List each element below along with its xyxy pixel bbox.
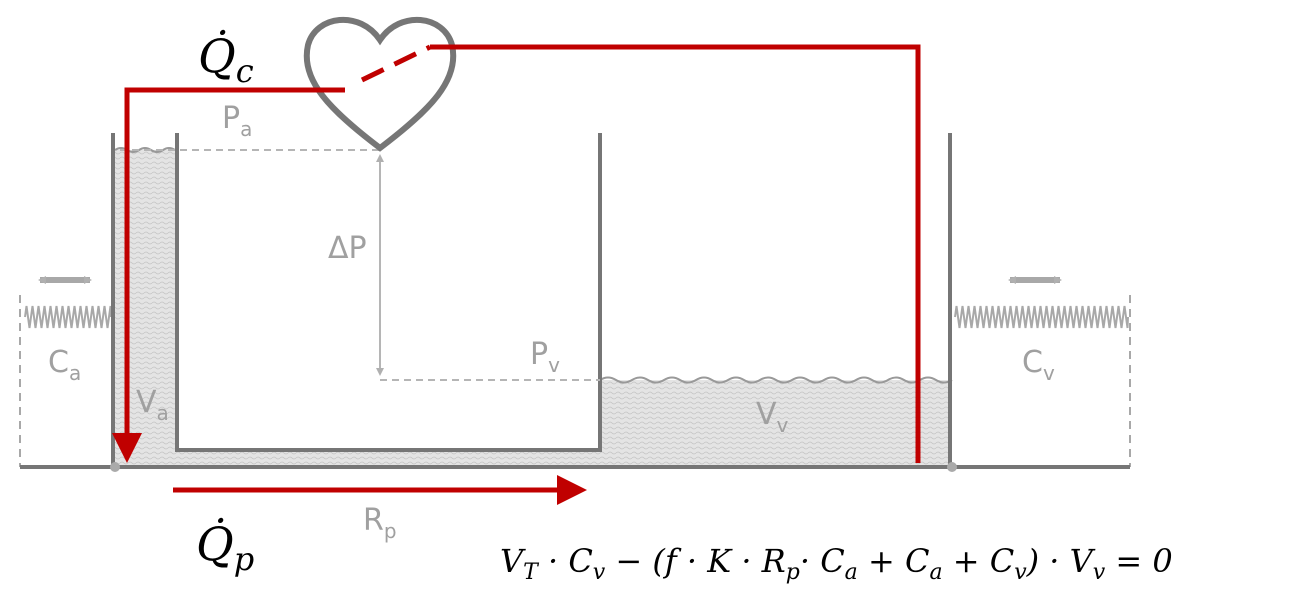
label-main: P: [530, 337, 548, 372]
label-main: V: [756, 397, 777, 432]
springs: [19, 276, 1131, 467]
label-sub: p: [384, 519, 397, 543]
label-q-c: Q̇c: [198, 29, 254, 90]
label-main: V: [136, 385, 157, 420]
label-main: C: [1022, 345, 1043, 380]
pressure-guides: [120, 149, 600, 381]
label-main: R: [363, 503, 384, 538]
label-sub: p: [234, 540, 254, 578]
label-r-p: Rp: [363, 503, 397, 543]
equation-text: V: [500, 542, 526, 580]
label-p-a: Pa: [222, 101, 252, 141]
equation-text: − (f · K · R: [605, 542, 786, 580]
label-main: Q̇: [196, 517, 234, 571]
equation-sub: T: [523, 560, 540, 585]
equation-sub: a: [929, 560, 942, 585]
label-v-a: Va: [136, 385, 169, 425]
fluid: [113, 147, 953, 467]
equation-text: ) · V: [1026, 542, 1096, 580]
label-sub: a: [157, 401, 169, 425]
equation-sub: v: [1014, 560, 1027, 585]
equation-text: · C: [538, 542, 593, 580]
label-c-a: Ca: [48, 345, 81, 385]
equation-sub: p: [786, 560, 800, 585]
equation-text: = 0: [1105, 542, 1173, 580]
label-p-v: Pv: [530, 337, 560, 377]
label-main: C: [48, 345, 69, 380]
equation: VT · Cv − (f · K · Rp· Ca + Ca + Cv) · V…: [500, 542, 1173, 585]
label-sub: v: [548, 353, 560, 377]
heart: [303, 16, 457, 152]
vessels: [20, 133, 1130, 472]
label-sub: a: [69, 361, 81, 385]
label-main: Q̇: [198, 29, 236, 83]
equation-sub: v: [1093, 560, 1106, 585]
label-main: P: [222, 101, 240, 136]
label-main: ΔP: [328, 231, 367, 266]
label-v-v: Vv: [756, 397, 789, 437]
equation-text: · C: [800, 542, 845, 580]
label-q-p: Q̇p: [196, 517, 254, 578]
label-sub: a: [240, 117, 252, 141]
label-sub: c: [236, 52, 254, 90]
flow-lines: [112, 44, 921, 505]
equation-text: + C: [858, 542, 930, 580]
label-c-v: Cv: [1022, 345, 1055, 385]
equation-sub: a: [845, 560, 858, 585]
label-delta-p: ΔP: [328, 231, 367, 266]
label-sub: v: [1043, 361, 1055, 385]
equation-text: + C: [943, 542, 1015, 580]
label-sub: v: [777, 413, 789, 437]
equation-sub: v: [593, 560, 606, 585]
